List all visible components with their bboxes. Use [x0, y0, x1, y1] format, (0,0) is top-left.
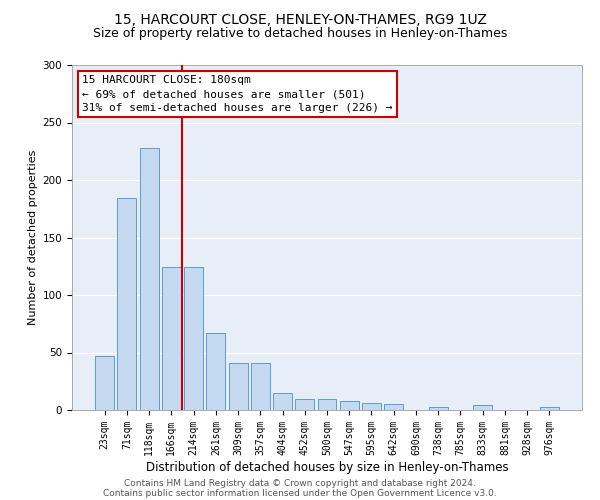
Text: 15 HARCOURT CLOSE: 180sqm
← 69% of detached houses are smaller (501)
31% of semi: 15 HARCOURT CLOSE: 180sqm ← 69% of detac… [82, 76, 392, 114]
Bar [317, 398, 337, 410]
Bar [362, 403, 381, 410]
X-axis label: Distribution of detached houses by size in Henley-on-Thames: Distribution of detached houses by size … [146, 460, 508, 473]
Bar [206, 333, 225, 410]
Bar [273, 393, 292, 410]
Bar [473, 406, 492, 410]
Bar [540, 406, 559, 410]
Bar [184, 268, 203, 410]
Y-axis label: Number of detached properties: Number of detached properties [28, 150, 38, 325]
Bar [118, 198, 136, 410]
Text: 15, HARCOURT CLOSE, HENLEY-ON-THAMES, RG9 1UZ: 15, HARCOURT CLOSE, HENLEY-ON-THAMES, RG… [113, 12, 487, 26]
Bar [229, 363, 248, 410]
Text: Size of property relative to detached houses in Henley-on-Thames: Size of property relative to detached ho… [93, 28, 507, 40]
Text: Contains public sector information licensed under the Open Government Licence v3: Contains public sector information licen… [103, 488, 497, 498]
Bar [384, 404, 403, 410]
Bar [295, 398, 314, 410]
Bar [95, 356, 114, 410]
Bar [251, 363, 270, 410]
Bar [340, 401, 359, 410]
Bar [140, 148, 158, 410]
Bar [429, 406, 448, 410]
Text: Contains HM Land Registry data © Crown copyright and database right 2024.: Contains HM Land Registry data © Crown c… [124, 478, 476, 488]
Bar [162, 268, 181, 410]
